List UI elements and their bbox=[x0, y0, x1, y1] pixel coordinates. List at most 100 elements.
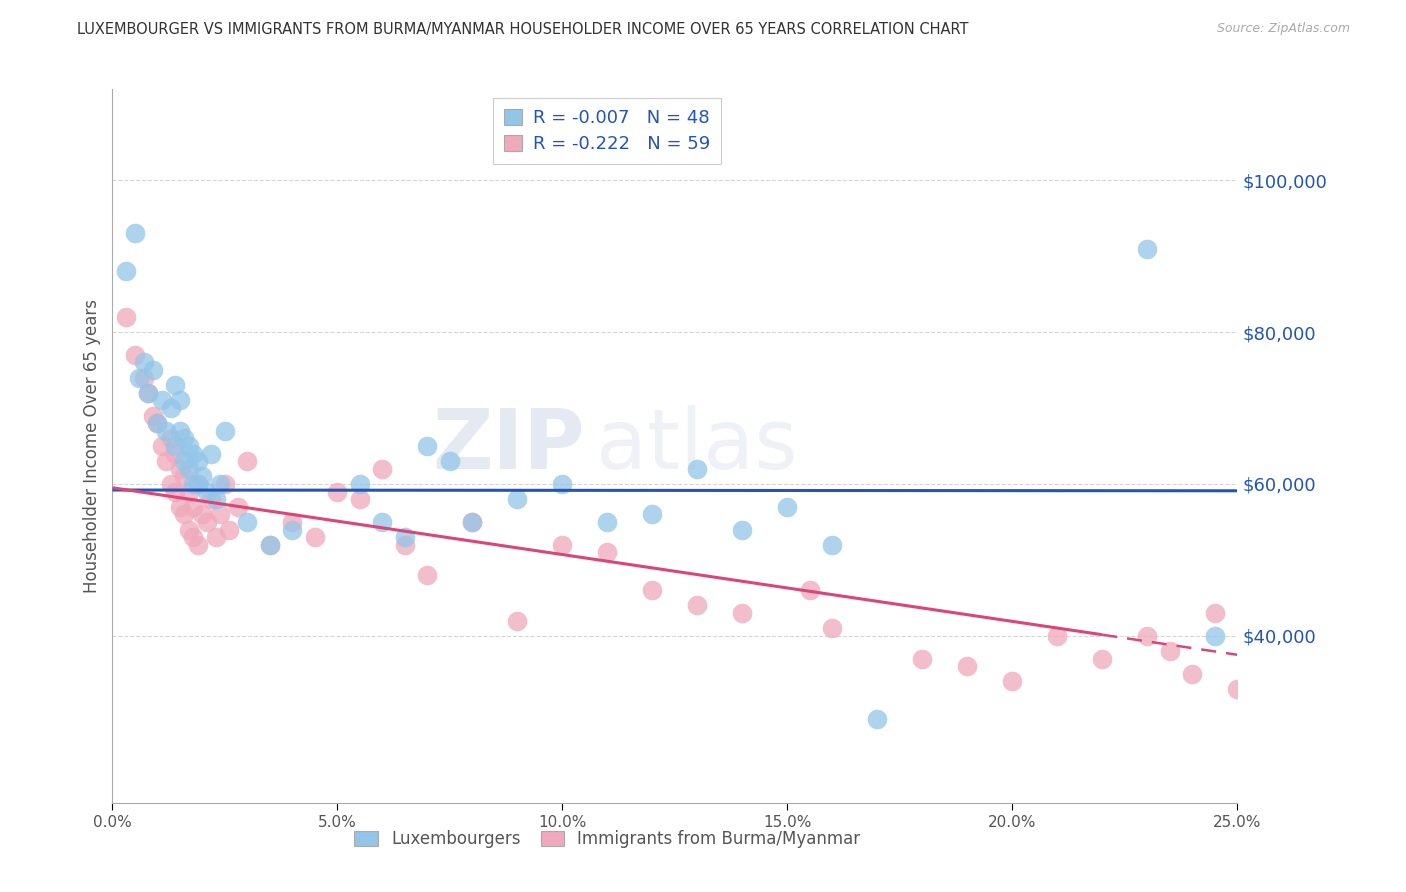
Point bbox=[177, 439, 200, 453]
Point bbox=[461, 515, 484, 529]
Point bbox=[169, 462, 191, 476]
Point bbox=[115, 264, 138, 278]
Point bbox=[173, 469, 195, 483]
Point bbox=[183, 447, 205, 461]
Point bbox=[128, 370, 150, 384]
Point bbox=[218, 523, 240, 537]
Text: LUXEMBOURGER VS IMMIGRANTS FROM BURMA/MYANMAR HOUSEHOLDER INCOME OVER 65 YEARS C: LUXEMBOURGER VS IMMIGRANTS FROM BURMA/MY… bbox=[77, 22, 969, 37]
Point bbox=[1091, 651, 1114, 665]
Point bbox=[259, 538, 281, 552]
Point bbox=[731, 606, 754, 620]
Point bbox=[209, 477, 232, 491]
Point bbox=[461, 515, 484, 529]
Point bbox=[236, 515, 259, 529]
Point bbox=[187, 454, 209, 468]
Text: atlas: atlas bbox=[596, 406, 797, 486]
Point bbox=[165, 439, 187, 453]
Point bbox=[195, 484, 218, 499]
Point bbox=[138, 385, 160, 400]
Point bbox=[138, 385, 160, 400]
Point bbox=[200, 447, 222, 461]
Point bbox=[200, 492, 222, 507]
Point bbox=[439, 454, 461, 468]
Point bbox=[394, 530, 416, 544]
Point bbox=[371, 462, 394, 476]
Point bbox=[150, 393, 173, 408]
Point bbox=[165, 484, 187, 499]
Point bbox=[155, 424, 177, 438]
Point bbox=[115, 310, 138, 324]
Point bbox=[142, 363, 165, 377]
Point bbox=[281, 515, 304, 529]
Point bbox=[155, 454, 177, 468]
Point bbox=[150, 439, 173, 453]
Point bbox=[911, 651, 934, 665]
Point bbox=[173, 431, 195, 445]
Point bbox=[1226, 681, 1249, 696]
Point bbox=[506, 492, 529, 507]
Point bbox=[1136, 242, 1159, 256]
Point bbox=[183, 477, 205, 491]
Point bbox=[146, 416, 169, 430]
Point bbox=[1181, 666, 1204, 681]
Point bbox=[142, 409, 165, 423]
Point bbox=[1204, 606, 1226, 620]
Point bbox=[506, 614, 529, 628]
Point bbox=[160, 401, 183, 415]
Point bbox=[228, 500, 250, 514]
Point bbox=[416, 568, 439, 582]
Point bbox=[165, 447, 187, 461]
Point bbox=[1046, 629, 1069, 643]
Point bbox=[177, 484, 200, 499]
Point bbox=[187, 477, 209, 491]
Point bbox=[551, 477, 574, 491]
Point bbox=[641, 508, 664, 522]
Point bbox=[132, 355, 155, 369]
Point bbox=[236, 454, 259, 468]
Point bbox=[209, 508, 232, 522]
Point bbox=[416, 439, 439, 453]
Point bbox=[160, 477, 183, 491]
Point bbox=[173, 454, 195, 468]
Point bbox=[349, 477, 371, 491]
Point bbox=[146, 416, 169, 430]
Point bbox=[132, 370, 155, 384]
Point bbox=[349, 492, 371, 507]
Point bbox=[173, 508, 195, 522]
Point bbox=[956, 659, 979, 673]
Point bbox=[191, 508, 214, 522]
Point bbox=[1001, 674, 1024, 689]
Point bbox=[686, 599, 709, 613]
Point bbox=[596, 545, 619, 559]
Point bbox=[821, 621, 844, 635]
Point bbox=[641, 583, 664, 598]
Point bbox=[169, 393, 191, 408]
Point bbox=[214, 424, 236, 438]
Point bbox=[191, 469, 214, 483]
Point bbox=[195, 515, 218, 529]
Point bbox=[124, 348, 146, 362]
Point bbox=[169, 500, 191, 514]
Point bbox=[394, 538, 416, 552]
Point bbox=[259, 538, 281, 552]
Point bbox=[177, 523, 200, 537]
Point bbox=[799, 583, 821, 598]
Point bbox=[124, 227, 146, 241]
Point bbox=[1159, 644, 1181, 658]
Point bbox=[281, 523, 304, 537]
Point bbox=[866, 712, 889, 726]
Point bbox=[214, 477, 236, 491]
Point bbox=[731, 523, 754, 537]
Y-axis label: Householder Income Over 65 years: Householder Income Over 65 years bbox=[83, 299, 101, 593]
Point bbox=[1136, 629, 1159, 643]
Point bbox=[686, 462, 709, 476]
Text: ZIP: ZIP bbox=[433, 406, 585, 486]
Point bbox=[371, 515, 394, 529]
Text: Source: ZipAtlas.com: Source: ZipAtlas.com bbox=[1216, 22, 1350, 36]
Point bbox=[187, 538, 209, 552]
Legend: Luxembourgers, Immigrants from Burma/Myanmar: Luxembourgers, Immigrants from Burma/Mya… bbox=[347, 824, 868, 855]
Point bbox=[326, 484, 349, 499]
Point bbox=[160, 431, 183, 445]
Point bbox=[1204, 629, 1226, 643]
Point bbox=[821, 538, 844, 552]
